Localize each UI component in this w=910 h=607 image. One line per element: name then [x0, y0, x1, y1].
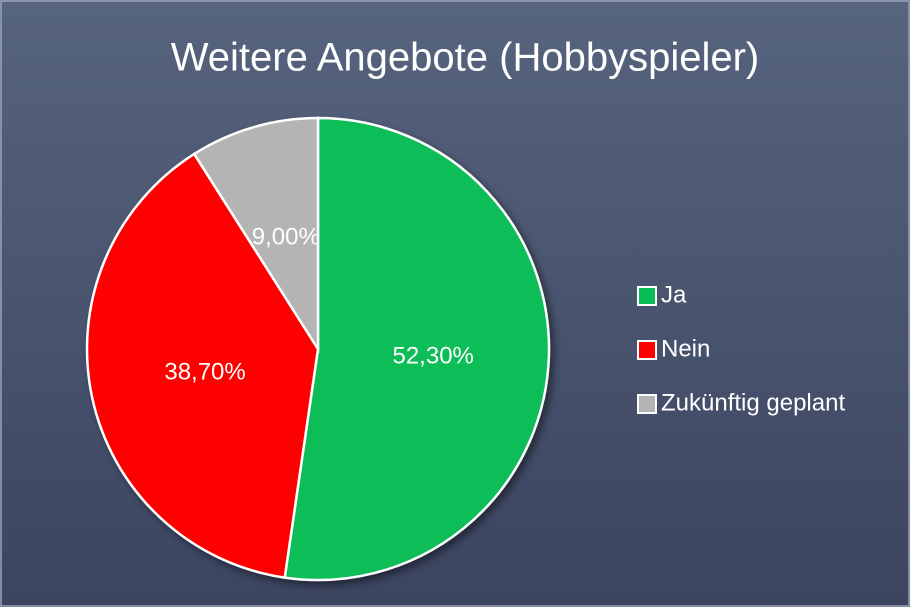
legend-label: Ja	[661, 281, 687, 308]
legend-label: Zukünftig geplant	[661, 389, 845, 416]
data-label: 52,30%	[392, 343, 473, 370]
pie	[85, 116, 551, 582]
legend-swatch	[637, 394, 657, 414]
legend-swatch	[637, 340, 657, 360]
legend-swatch	[637, 286, 657, 306]
data-label: 9,00%	[252, 223, 320, 250]
legend-label: Nein	[661, 335, 710, 362]
data-label: 38,70%	[164, 358, 245, 385]
pie-slice	[283, 116, 551, 582]
chart-title: Weitere Angebote (Hobbyspieler)	[171, 36, 759, 80]
pie-slice	[192, 116, 320, 354]
